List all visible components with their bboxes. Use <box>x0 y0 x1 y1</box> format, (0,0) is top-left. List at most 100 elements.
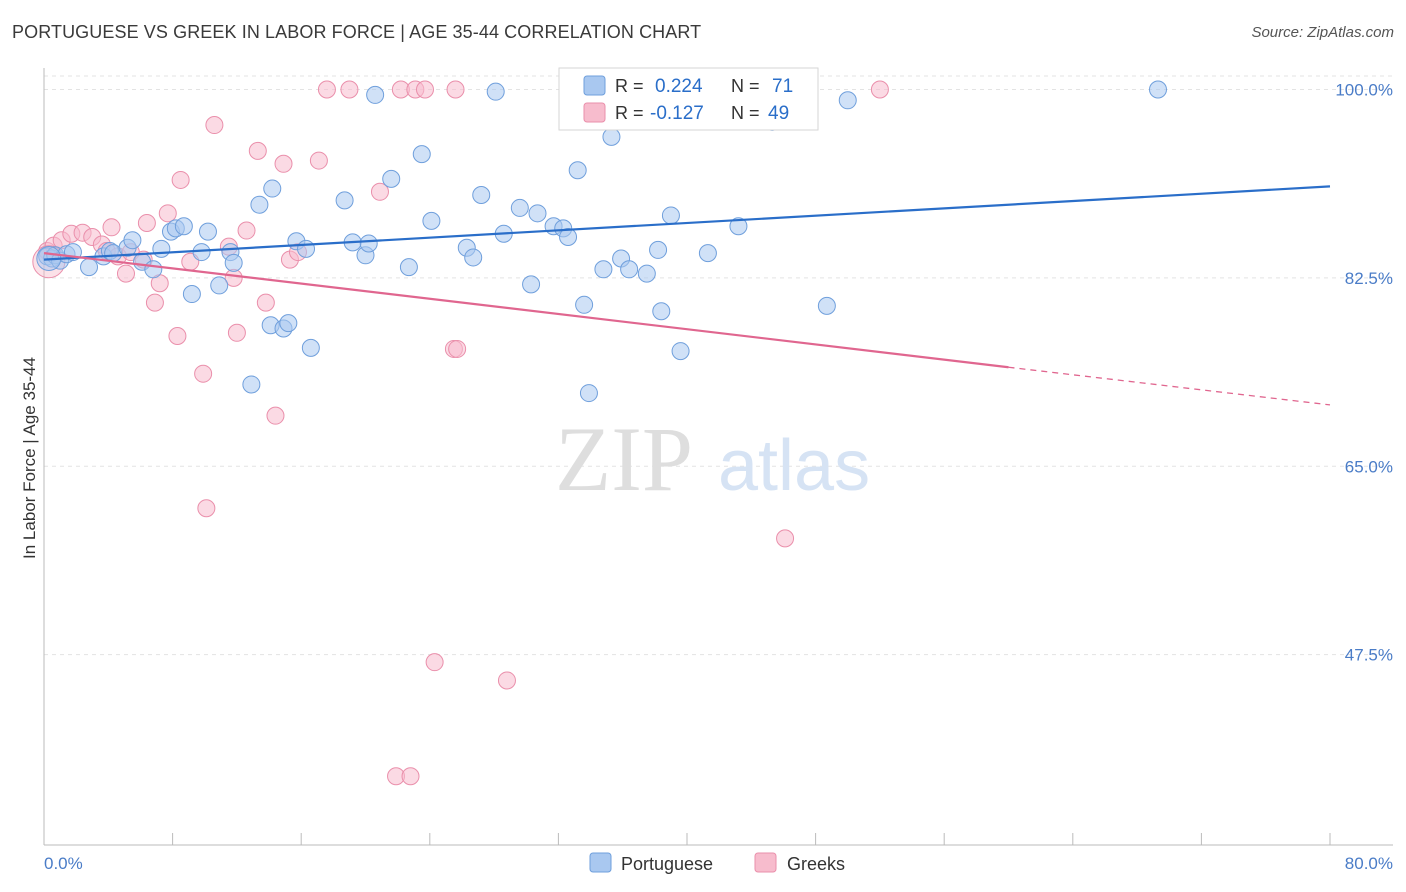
watermark-atlas: atlas <box>718 426 870 506</box>
greeks-point <box>237 221 256 240</box>
portuguese-point <box>661 206 680 225</box>
greeks-point <box>317 80 336 99</box>
portuguese-point <box>242 375 261 394</box>
portuguese-n-label: N = <box>731 76 760 96</box>
portuguese-point <box>1148 80 1167 99</box>
greeks-trend-extension <box>1008 366 1331 406</box>
greeks-point <box>205 116 224 135</box>
portuguese-point <box>568 161 587 180</box>
greeks-n-value: 49 <box>768 103 789 124</box>
portuguese-point <box>579 384 598 403</box>
portuguese-point <box>528 204 547 223</box>
greeks-n-label: N = <box>731 103 760 123</box>
portuguese-point <box>422 211 441 230</box>
portuguese-point <box>399 258 418 277</box>
greeks-point <box>256 293 275 312</box>
greeks-point <box>425 653 444 672</box>
portuguese-point <box>279 314 298 333</box>
portuguese-point <box>123 231 142 250</box>
portuguese-point <box>80 258 99 277</box>
greeks-point <box>497 671 516 690</box>
legend-greeks-label: Greeks <box>787 854 845 874</box>
greeks-point <box>401 767 420 786</box>
portuguese-point <box>472 186 491 205</box>
series-legend: Portuguese Greeks <box>589 852 845 874</box>
greeks-point <box>340 80 359 99</box>
portuguese-r-label: R = <box>615 76 644 96</box>
greeks-point <box>448 339 467 358</box>
portuguese-point <box>263 179 282 198</box>
portuguese-point <box>198 222 217 241</box>
greeks-point <box>309 151 328 170</box>
portuguese-point <box>637 264 656 283</box>
portuguese-point <box>174 217 193 236</box>
watermark: ZIP atlas <box>555 408 870 510</box>
y-tick-label: 65.0% <box>1345 457 1393 476</box>
portuguese-point <box>522 275 541 294</box>
greeks-point <box>227 323 246 342</box>
portuguese-point <box>297 239 316 258</box>
portuguese-point <box>366 85 385 104</box>
portuguese-point <box>210 276 229 295</box>
y-tick-label: 47.5% <box>1345 646 1393 665</box>
portuguese-point <box>652 302 671 321</box>
portuguese-point <box>359 234 378 253</box>
greeks-point <box>116 264 135 283</box>
greeks-point <box>266 406 285 425</box>
portuguese-point <box>671 342 690 361</box>
greeks-r-value: -0.127 <box>650 103 704 124</box>
portuguese-point <box>182 285 201 304</box>
portuguese-point <box>510 198 529 217</box>
legend-greeks-swatch <box>754 852 777 873</box>
y-axis-label: In Labor Force | Age 35-44 <box>20 357 39 559</box>
greeks-point <box>197 499 216 518</box>
portuguese-point <box>559 227 578 246</box>
trend-lines <box>43 185 1331 406</box>
greeks-points <box>32 80 889 786</box>
legend-portuguese-swatch <box>589 852 612 873</box>
y-tick-labels: 47.5% 65.0% 82.5% 100.0% <box>1335 81 1393 665</box>
greeks-point <box>248 141 267 160</box>
portuguese-point <box>224 253 243 272</box>
gridlines <box>44 75 1393 656</box>
greeks-point <box>274 154 293 173</box>
greeks-point <box>102 218 121 237</box>
greeks-point <box>194 364 213 383</box>
portuguese-point <box>152 239 171 258</box>
portuguese-point <box>729 217 748 236</box>
portuguese-point <box>382 169 401 188</box>
portuguese-point <box>620 260 639 279</box>
portuguese-n-value: 71 <box>772 76 793 97</box>
portuguese-swatch <box>583 75 606 96</box>
portuguese-point <box>698 244 717 263</box>
greeks-r-label: R = <box>615 103 644 123</box>
source-credit: Source: ZipAtlas.com <box>1251 24 1394 41</box>
portuguese-trend-line <box>43 185 1331 261</box>
portuguese-point <box>649 240 668 259</box>
portuguese-point <box>144 260 163 279</box>
greeks-point <box>158 204 177 223</box>
greeks-point <box>870 80 889 99</box>
x-tick-label-min: 0.0% <box>44 854 83 873</box>
greeks-point <box>137 214 156 232</box>
greeks-trend-line <box>43 252 1009 369</box>
greeks-point <box>776 529 795 548</box>
greeks-point <box>370 182 389 201</box>
portuguese-point <box>602 127 621 146</box>
axes <box>43 68 1393 846</box>
legend-portuguese-label: Portuguese <box>621 854 713 874</box>
portuguese-point <box>335 191 354 210</box>
chart-title: PORTUGUESE VS GREEK IN LABOR FORCE | AGE… <box>12 22 702 42</box>
portuguese-point <box>250 195 269 214</box>
greeks-swatch <box>583 102 606 123</box>
portuguese-point <box>486 82 505 101</box>
greeks-point <box>145 293 164 312</box>
greeks-point <box>171 170 190 189</box>
stats-legend: R = 0.224 N = 71 R = -0.127 N = 49 <box>558 67 819 131</box>
portuguese-point <box>301 338 320 357</box>
x-tick-label-max: 80.0% <box>1345 854 1393 873</box>
portuguese-point <box>838 91 857 110</box>
y-tick-label: 82.5% <box>1345 269 1393 288</box>
portuguese-point <box>594 260 613 279</box>
y-tick-label: 100.0% <box>1335 81 1393 100</box>
